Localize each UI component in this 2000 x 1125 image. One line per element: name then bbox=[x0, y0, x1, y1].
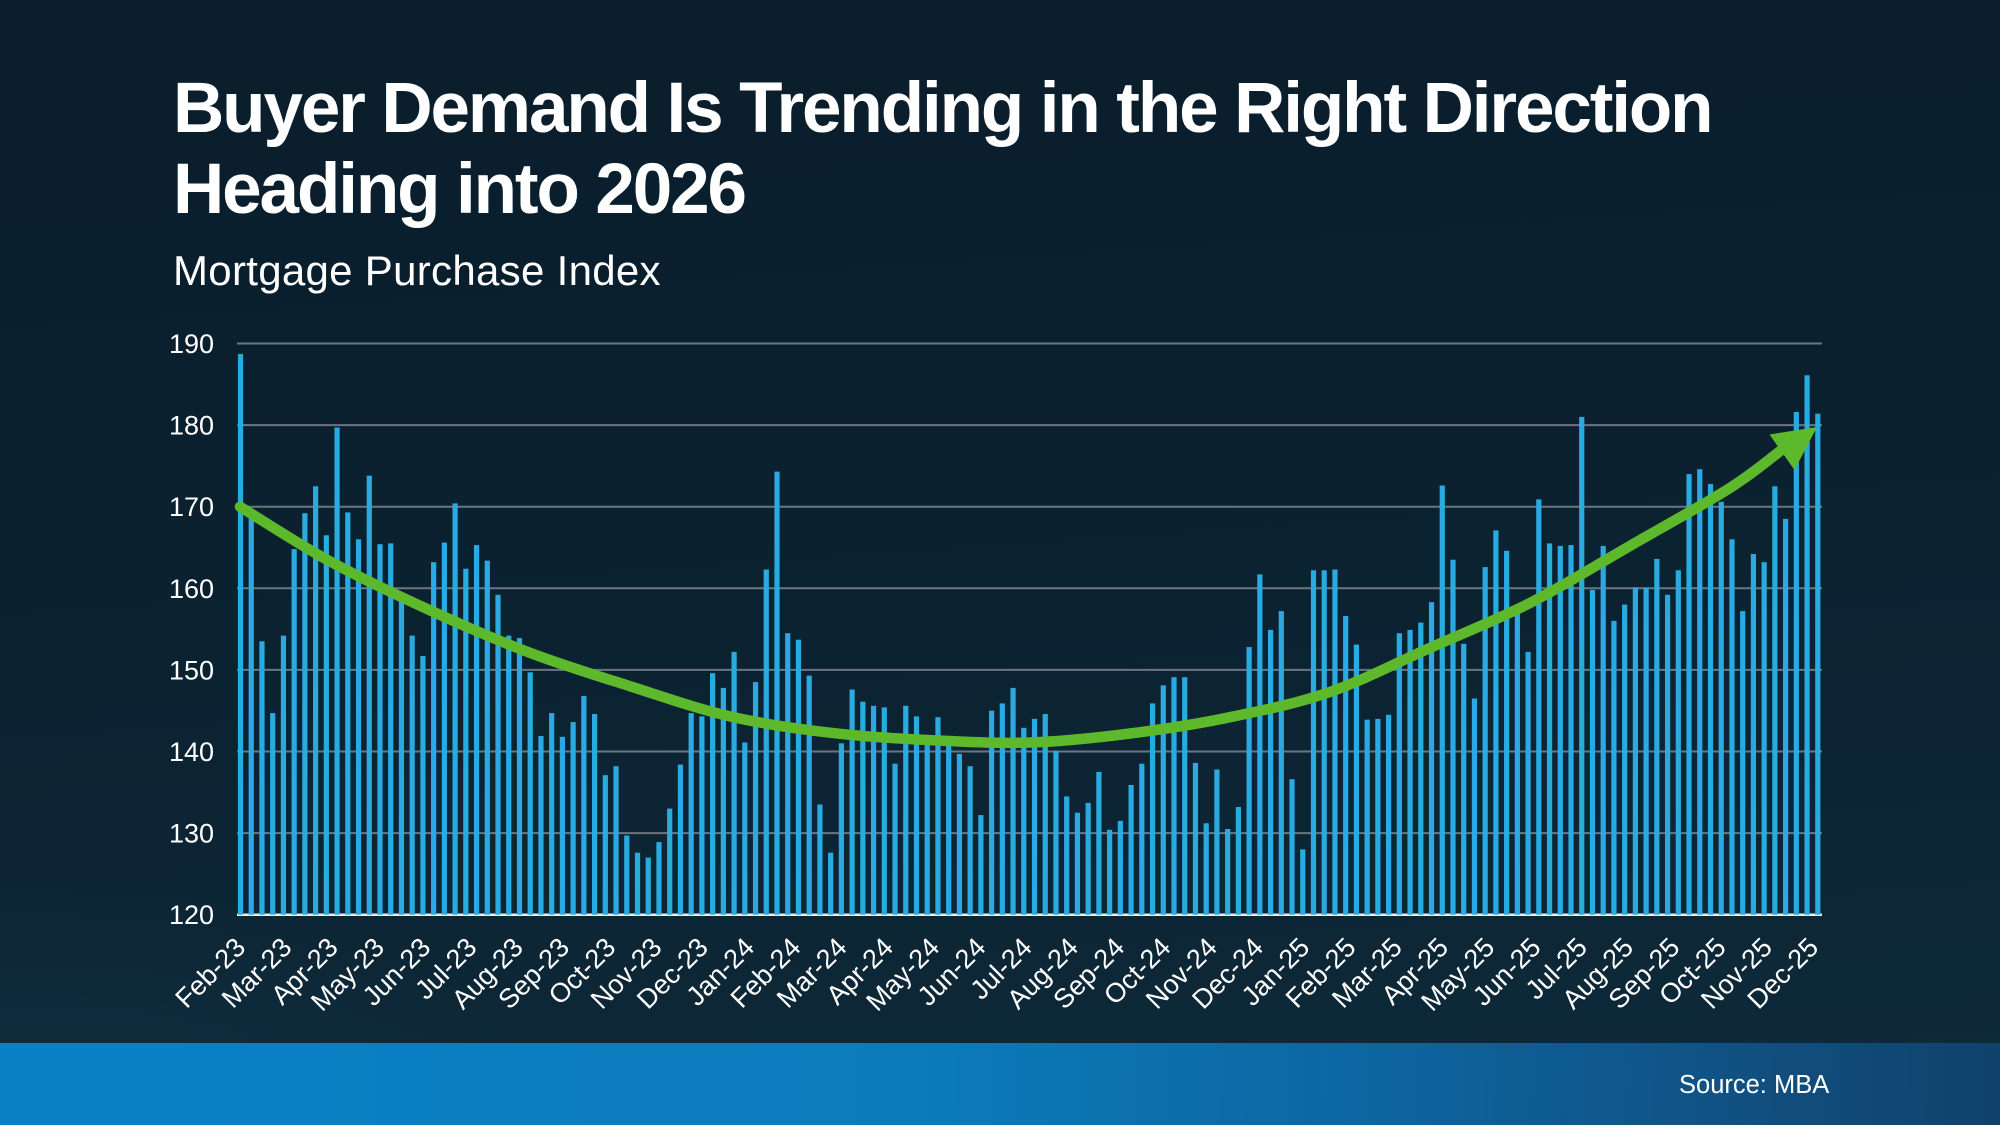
svg-text:130: 130 bbox=[169, 819, 214, 849]
svg-text:190: 190 bbox=[169, 329, 214, 359]
svg-text:150: 150 bbox=[169, 655, 214, 685]
svg-text:160: 160 bbox=[169, 574, 214, 604]
svg-text:180: 180 bbox=[169, 411, 214, 441]
svg-text:170: 170 bbox=[169, 492, 214, 522]
svg-text:140: 140 bbox=[169, 737, 214, 767]
svg-text:120: 120 bbox=[169, 900, 214, 930]
